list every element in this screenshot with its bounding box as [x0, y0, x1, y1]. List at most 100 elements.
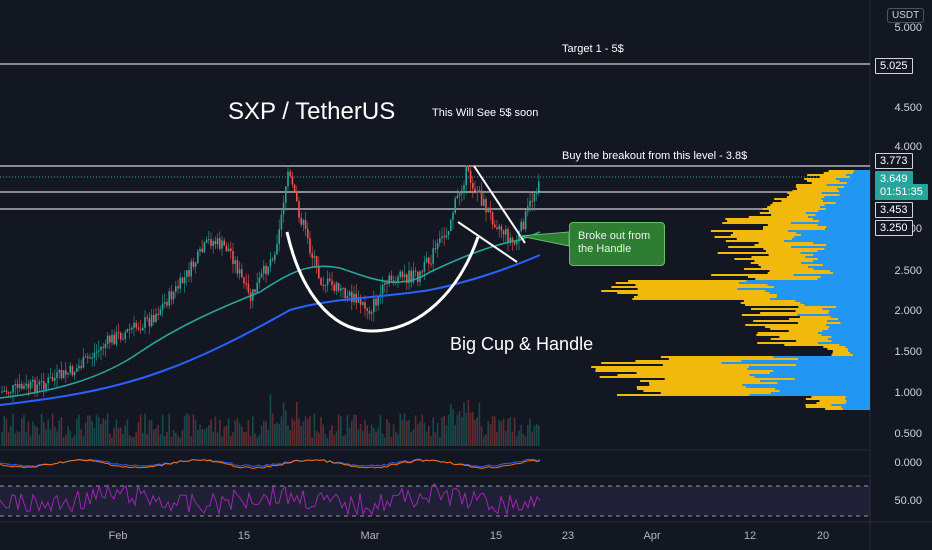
candle-body [113, 334, 115, 345]
volume-profile-bar [850, 352, 870, 354]
volume-bar [205, 427, 208, 446]
volume-bar [320, 416, 322, 446]
candle-body [238, 269, 241, 274]
candle-body [192, 261, 195, 267]
volume-profile-bar [812, 242, 870, 244]
volume-bar [375, 431, 377, 446]
candle-body [502, 230, 505, 235]
candle-body [32, 379, 34, 382]
time-axis-label: 20 [816, 530, 830, 542]
handle-line-upper [473, 165, 526, 244]
volume-bar [150, 420, 153, 446]
volume-profile-bar [727, 220, 820, 222]
volume-profile-bar [628, 280, 747, 282]
volume-bar [538, 425, 540, 446]
candle-body [452, 212, 454, 220]
volume-profile [591, 170, 870, 410]
volume-profile-bar [637, 294, 778, 296]
volume-bar [487, 421, 489, 446]
volume-bar [219, 419, 221, 446]
candle-body [148, 318, 151, 327]
candle-body [428, 257, 430, 264]
volume-bar [346, 414, 349, 446]
candle-body [210, 239, 212, 246]
candle-body [478, 190, 481, 193]
candle-body [93, 352, 96, 358]
volume-bar [67, 425, 69, 446]
volume-bar [25, 432, 27, 446]
volume-profile-bar [831, 336, 870, 338]
volume-bar [194, 420, 197, 446]
candle-body [326, 278, 329, 286]
volume-profile-bar [734, 258, 818, 260]
candle-body [348, 291, 351, 297]
target-price-tag: 5.025 [875, 58, 913, 74]
volume-profile-bar [762, 208, 826, 210]
volume-bar [131, 437, 133, 446]
candle-body [507, 228, 509, 243]
candle-body [73, 371, 76, 376]
volume-bar [412, 429, 415, 446]
volume-bar [511, 432, 514, 446]
candle-body [498, 226, 500, 230]
candle-body [351, 291, 353, 303]
volume-profile-bar [601, 362, 722, 364]
volume-profile-bar [805, 398, 846, 400]
volume-profile-bar [826, 324, 870, 326]
volume-profile-bar [824, 248, 870, 250]
volume-profile-bar [774, 286, 870, 288]
volume-profile-bar [773, 356, 870, 358]
volume-profile-bar [760, 266, 809, 268]
candle-body [47, 377, 49, 384]
volume-profile-bar [807, 174, 846, 176]
candle-body [27, 383, 30, 389]
volume-bar [5, 418, 8, 446]
volume-profile-bar [617, 292, 770, 294]
volume-bar [368, 433, 371, 446]
volume-bar [78, 414, 80, 446]
volume-bar [324, 433, 327, 446]
volume-profile-bar [805, 256, 870, 258]
volume-bar [522, 434, 525, 446]
volume-bar [326, 437, 329, 446]
volume-profile-bar [767, 224, 818, 226]
volume-bar [300, 425, 302, 446]
volume-bar [485, 434, 487, 446]
candle-body [366, 308, 368, 311]
candle-body [535, 191, 538, 194]
volume-bar [58, 420, 60, 446]
candle-body [216, 238, 219, 245]
volume-bar [313, 413, 316, 446]
volume-bar [432, 417, 434, 446]
volume-bar [450, 404, 452, 446]
volume-bar [381, 433, 384, 446]
candle-body [364, 302, 366, 309]
volume-profile-bar [745, 304, 805, 306]
candle-body [208, 239, 210, 241]
candle-body [291, 176, 294, 185]
candle-body [36, 384, 38, 393]
volume-profile-bar [754, 244, 827, 246]
volume-profile-bar [770, 204, 825, 206]
volume-bar [258, 435, 261, 446]
currency-badge[interactable]: USDT [887, 8, 925, 23]
volume-profile-bar [819, 400, 847, 402]
volume-profile-bar [643, 390, 780, 392]
candle-body [302, 219, 305, 225]
candle-body [234, 260, 236, 265]
candle-body [80, 365, 82, 368]
candle-body [276, 243, 278, 255]
volume-profile-bar [775, 388, 870, 390]
volume-bar [175, 432, 177, 446]
candle-body [441, 236, 443, 239]
volume-profile-bar [660, 356, 774, 358]
cup-pattern-drawing [285, 231, 480, 333]
volume-bar [49, 429, 52, 446]
volume-bar [287, 425, 289, 446]
candle-body [485, 199, 487, 213]
volume-profile-bar [832, 352, 851, 354]
volume-bar [45, 429, 47, 446]
candle-body [82, 356, 85, 368]
volume-bar [10, 425, 12, 446]
